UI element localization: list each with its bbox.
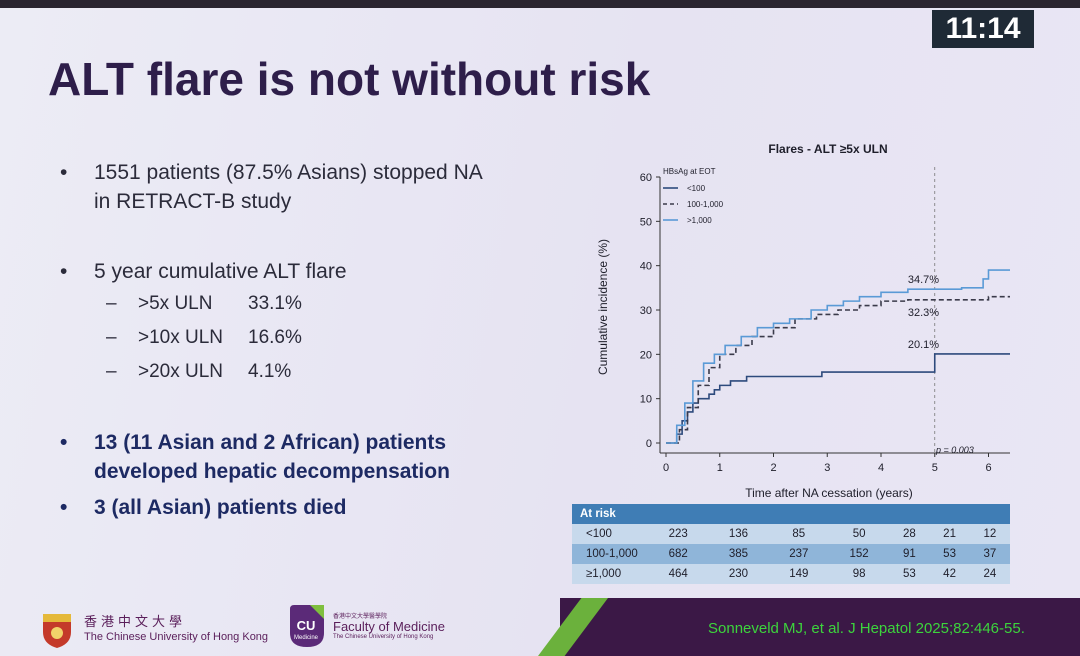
series-line-0 bbox=[666, 353, 1010, 444]
timer-clock: 11:14 bbox=[932, 10, 1034, 48]
at-risk-table: At risk <100 223 136 85 50 28 21 12 100-… bbox=[572, 504, 1010, 584]
table-cell: 98 bbox=[828, 564, 890, 584]
table-cell: 223 bbox=[648, 524, 709, 544]
cu-logo-sub: Medicine bbox=[294, 635, 319, 641]
fom-english-name: Faculty of Medicine bbox=[333, 619, 445, 634]
table-cell: 682 bbox=[648, 544, 709, 564]
legend-label: <100 bbox=[687, 184, 706, 193]
bullet-text: 3 (all Asian) patients died bbox=[94, 496, 347, 519]
row-label: ≥1,000 bbox=[572, 564, 648, 584]
y-tick-label: 40 bbox=[640, 261, 652, 273]
table-cell: 12 bbox=[969, 524, 1010, 544]
flares-chart: Flares - ALT ≥5x ULN Cumulative incidenc… bbox=[596, 142, 1010, 500]
bullet-text: developed hepatic decompensation bbox=[94, 460, 450, 483]
p-value: p = 0.003 bbox=[935, 445, 974, 455]
table-cell: 237 bbox=[768, 544, 829, 564]
bullet-text: in RETRACT-B study bbox=[94, 190, 292, 213]
sub-value: 4.1% bbox=[248, 361, 292, 382]
cu-logo-text: CU bbox=[297, 618, 316, 633]
table-cell: 50 bbox=[828, 524, 890, 544]
sub-dash: – bbox=[106, 293, 117, 314]
top-edge-strip bbox=[0, 0, 1080, 8]
table-cell: 24 bbox=[969, 564, 1010, 584]
table-row: <100 223 136 85 50 28 21 12 bbox=[572, 524, 1010, 544]
chart-series: 20.1% 32.3% 34.7% bbox=[666, 269, 1010, 444]
x-tick-label: 1 bbox=[717, 462, 723, 474]
bullet-dot: • bbox=[60, 260, 68, 283]
legend-label: >1,000 bbox=[687, 216, 712, 225]
series-end-label: 32.3% bbox=[908, 307, 939, 319]
table-cell: 85 bbox=[768, 524, 829, 544]
bullet-text: 1551 patients (87.5% Asians) stopped NA bbox=[94, 161, 483, 184]
table-header: At risk bbox=[572, 504, 1010, 524]
x-tick-label: 4 bbox=[878, 462, 884, 474]
cuhk-english-name: The Chinese University of Hong Kong bbox=[84, 631, 269, 643]
table-cell: 136 bbox=[708, 524, 769, 544]
series-end-label: 34.7% bbox=[908, 274, 939, 286]
bullet-dot: • bbox=[60, 431, 68, 454]
table-cell: 230 bbox=[708, 564, 769, 584]
bullet-text: 5 year cumulative ALT flare bbox=[94, 260, 347, 283]
sub-dash: – bbox=[106, 361, 117, 382]
bullet-text: 13 (11 Asian and 2 African) patients bbox=[94, 431, 447, 454]
table-cell: 37 bbox=[969, 544, 1010, 564]
cu-medicine-logo-icon: CU Medicine bbox=[290, 605, 324, 647]
y-tick-label: 30 bbox=[640, 305, 652, 317]
fom-chinese-name: 香港中文大學醫學院 bbox=[333, 614, 388, 620]
x-tick-label: 2 bbox=[770, 462, 776, 474]
sub-value: 16.6% bbox=[248, 327, 302, 348]
legend-label: 100-1,000 bbox=[687, 200, 724, 209]
y-tick-label: 10 bbox=[640, 394, 652, 406]
table-cell: 385 bbox=[708, 544, 769, 564]
bullet-dot: • bbox=[60, 161, 68, 184]
y-tick-label: 60 bbox=[640, 172, 652, 184]
cuhk-crest-icon bbox=[43, 614, 71, 648]
sub-label: >5x ULN bbox=[138, 293, 213, 314]
cuhk-chinese-name: 香港中文大學 bbox=[84, 614, 187, 629]
table-cell: 152 bbox=[828, 544, 890, 564]
y-axis-label: Cumulative incidence (%) bbox=[596, 239, 610, 375]
x-tick-label: 6 bbox=[985, 462, 991, 474]
table-header-row: At risk bbox=[572, 504, 1010, 524]
legend-title: HBsAg at EOT bbox=[663, 167, 716, 176]
sub-label: >10x ULN bbox=[138, 327, 224, 348]
y-tick-label: 0 bbox=[646, 438, 652, 450]
y-tick-label: 20 bbox=[640, 349, 652, 361]
x-tick-label: 5 bbox=[932, 462, 938, 474]
slide-title: ALT flare is not without risk bbox=[48, 53, 651, 105]
sub-label: >20x ULN bbox=[138, 361, 224, 382]
row-label: 100-1,000 bbox=[572, 544, 648, 564]
series-end-label: 20.1% bbox=[908, 339, 939, 351]
table-row: 100-1,000 682 385 237 152 91 53 37 bbox=[572, 544, 1010, 564]
footer-band bbox=[560, 598, 1080, 656]
sub-value: 33.1% bbox=[248, 293, 302, 314]
sub-dash: – bbox=[106, 327, 117, 348]
table-cell: 42 bbox=[929, 564, 970, 584]
table-cell: 28 bbox=[889, 524, 930, 544]
series-line-2 bbox=[666, 269, 1010, 444]
table-cell: 149 bbox=[768, 564, 829, 584]
chart-legend: HBsAg at EOT <100 100-1,000 >1,000 bbox=[663, 167, 724, 225]
chart-ticks: 0 10 20 30 40 50 60 0 1 2 3 4 5 6 bbox=[640, 172, 992, 474]
y-tick-label: 50 bbox=[640, 216, 652, 228]
fom-subtitle: The Chinese University of Hong Kong bbox=[333, 634, 434, 640]
table-cell: 91 bbox=[889, 544, 930, 564]
table-cell: 53 bbox=[929, 544, 970, 564]
chart-title: Flares - ALT ≥5x ULN bbox=[768, 142, 887, 156]
table-cell: 53 bbox=[889, 564, 930, 584]
citation: Sonneveld MJ, et al. J Hepatol 2025;82:4… bbox=[708, 620, 1025, 637]
row-label: <100 bbox=[572, 524, 648, 544]
x-axis-label: Time after NA cessation (years) bbox=[745, 486, 913, 500]
bullet-dot: • bbox=[60, 496, 68, 519]
table-row: ≥1,000 464 230 149 98 53 42 24 bbox=[572, 564, 1010, 584]
x-tick-label: 3 bbox=[824, 462, 830, 474]
table-cell: 21 bbox=[929, 524, 970, 544]
series-line-1 bbox=[666, 295, 1010, 444]
chart-axes bbox=[659, 167, 1010, 454]
x-tick-label: 0 bbox=[663, 462, 669, 474]
table-cell: 464 bbox=[648, 564, 709, 584]
